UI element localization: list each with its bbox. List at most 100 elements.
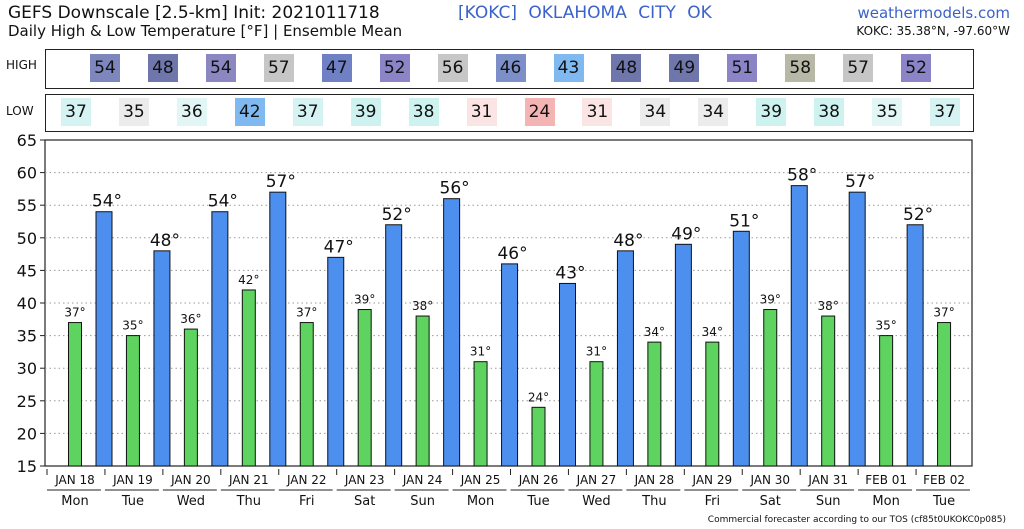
date-label: JAN 30	[749, 473, 790, 487]
date-label: JAN 21	[228, 473, 269, 487]
weekday-label: Wed	[177, 494, 205, 509]
low-bar	[531, 406, 546, 467]
high-bar-label: 48°	[613, 231, 643, 251]
low-strip-cell: 37	[292, 98, 323, 126]
low-bar	[125, 335, 140, 467]
date-label: FEB 01	[865, 473, 907, 487]
weekday-label: Sat	[760, 494, 781, 509]
low-strip-cell: 35	[872, 98, 903, 126]
high-strip-cell: 47	[321, 54, 352, 82]
high-bar	[790, 185, 808, 467]
high-bar-label: 54°	[92, 192, 122, 212]
weekday-label: Fri	[299, 494, 315, 509]
footer-note: Commercial forecaster according to our T…	[707, 515, 1006, 525]
date-label: JAN 23	[344, 473, 385, 487]
weekday-label: Wed	[582, 494, 610, 509]
high-strip-cell: 56	[437, 54, 468, 82]
low-bar-label: 24°	[528, 390, 549, 404]
low-strip-cell: 39	[350, 98, 381, 126]
weekday-label: Thu	[236, 494, 261, 509]
low-bar	[589, 361, 604, 467]
date-label: JAN 26	[518, 473, 559, 487]
high-strip-cell: 57	[843, 54, 874, 82]
date-label: JAN 20	[170, 473, 211, 487]
low-bar	[705, 341, 720, 467]
y-tick-label: 30	[17, 359, 37, 378]
high-bar	[269, 191, 287, 467]
high-bar	[848, 191, 866, 467]
weekday-label: Fri	[705, 494, 721, 509]
high-bar	[211, 211, 229, 467]
y-tick-label: 60	[17, 164, 37, 183]
low-strip-cell: 24	[524, 98, 555, 126]
low-bar-label: 37°	[296, 306, 317, 320]
site-link[interactable]: weathermodels.com	[857, 4, 1010, 22]
station-coordinates: KOKC: 35.38°N, -97.60°W	[856, 24, 1010, 38]
high-bar	[674, 243, 692, 467]
high-bar	[153, 250, 171, 467]
high-bar	[732, 230, 750, 467]
low-bar	[879, 335, 894, 467]
low-bar-label: 31°	[470, 345, 491, 359]
high-strip-cell: 48	[147, 54, 178, 82]
low-bar	[68, 322, 82, 467]
y-tick-label: 20	[17, 424, 37, 443]
low-strip-cell: 31	[582, 98, 613, 126]
high-bar	[559, 282, 576, 467]
date-label: JAN 24	[402, 473, 443, 487]
high-strip-cell: 51	[727, 54, 758, 82]
high-strip-cell: 48	[611, 54, 642, 82]
weekday-label: Tue	[121, 494, 144, 509]
y-tick-label: 65	[17, 131, 37, 150]
date-label: JAN 19	[112, 473, 153, 487]
date-label: JAN 29	[692, 473, 733, 487]
high-strip-cell: 46	[495, 54, 526, 82]
low-strip-cell: 38	[814, 98, 845, 126]
high-bar-label: 43°	[555, 263, 585, 283]
high-bar-label: 48°	[150, 231, 180, 251]
low-bar-label: 37°	[933, 306, 954, 320]
station-label: [KOKC] OKLAHOMA CITY OK	[458, 3, 712, 23]
low-bar-label: 39°	[354, 293, 375, 307]
high-temperature-strip: 54 48 54 57 47 52 56 46 43 48 49 51 58 57 52	[45, 49, 974, 89]
low-bar-label: 35°	[875, 319, 896, 333]
y-tick-label: 35	[17, 327, 37, 346]
date-label: JAN 31	[807, 473, 848, 487]
low-bar-label: 35°	[122, 319, 143, 333]
high-bar-label: 56°	[440, 179, 470, 199]
low-bar	[647, 341, 662, 467]
high-strip-cell: 57	[263, 54, 294, 82]
high-strip-cell: 52	[379, 54, 410, 82]
y-tick-label: 15	[17, 457, 37, 476]
high-bar	[385, 224, 403, 467]
plot-area	[44, 139, 973, 467]
weekday-label: Sun	[410, 494, 435, 509]
weekday-label: Tue	[526, 494, 549, 509]
date-label: JAN 28	[634, 473, 675, 487]
low-bar	[763, 309, 778, 467]
low-bar	[183, 328, 198, 467]
low-bar-label: 38°	[412, 299, 433, 313]
weekday-label: Thu	[641, 494, 666, 509]
high-strip-cell: 49	[669, 54, 700, 82]
high-bar-label: 46°	[497, 244, 527, 264]
high-bar-label: 52°	[382, 205, 412, 225]
weekday-label: Sat	[354, 494, 375, 509]
high-strip-cell: 43	[553, 54, 584, 82]
low-strip-cell: 31	[466, 98, 497, 126]
y-tick-label: 45	[17, 261, 37, 280]
low-strip-cell: 36	[176, 98, 207, 126]
date-label: FEB 02	[923, 473, 965, 487]
high-strip-cell: 52	[901, 54, 932, 82]
low-temperature-strip: 37 35 36 42 37 39 38 31 24 31 34 34 39 38 35 37	[45, 94, 974, 132]
low-bar-label: 31°	[586, 345, 607, 359]
date-label: JAN 27	[576, 473, 617, 487]
high-strip-cell: 54	[90, 54, 120, 82]
chart-subtitle: Daily High & Low Temperature [°F] | Ense…	[8, 22, 403, 40]
high-bar	[616, 250, 634, 467]
high-bar	[443, 198, 461, 467]
date-label: JAN 18	[54, 473, 95, 487]
low-bar-label: 42°	[238, 273, 259, 287]
date-label: JAN 25	[460, 473, 501, 487]
y-tick-label: 50	[17, 229, 37, 248]
